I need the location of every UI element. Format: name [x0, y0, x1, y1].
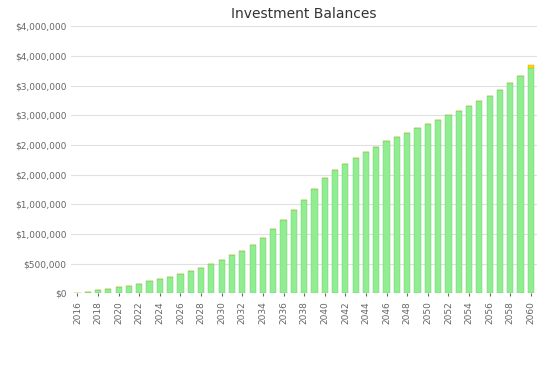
- Bar: [363, 152, 369, 293]
- Bar: [126, 285, 132, 293]
- Bar: [301, 200, 307, 293]
- Bar: [528, 68, 534, 293]
- Bar: [414, 128, 421, 293]
- Bar: [260, 238, 266, 293]
- Bar: [497, 90, 503, 293]
- Bar: [136, 284, 142, 293]
- Bar: [219, 260, 225, 293]
- Bar: [208, 264, 214, 293]
- Bar: [167, 277, 173, 293]
- Bar: [84, 291, 91, 293]
- Bar: [425, 124, 431, 293]
- Bar: [270, 229, 276, 293]
- Bar: [394, 137, 400, 293]
- Bar: [528, 65, 534, 68]
- Bar: [105, 288, 111, 293]
- Bar: [517, 76, 524, 293]
- Bar: [476, 101, 482, 293]
- Bar: [373, 147, 379, 293]
- Bar: [198, 268, 204, 293]
- Bar: [311, 190, 317, 293]
- Bar: [384, 141, 390, 293]
- Bar: [116, 287, 122, 293]
- Bar: [187, 271, 194, 293]
- Bar: [322, 178, 328, 293]
- Bar: [455, 111, 462, 293]
- Bar: [146, 281, 153, 293]
- Bar: [281, 220, 287, 293]
- Bar: [404, 133, 410, 293]
- Bar: [157, 279, 163, 293]
- Bar: [507, 83, 513, 293]
- Bar: [178, 274, 184, 293]
- Bar: [466, 106, 472, 293]
- Title: Investment Balances: Investment Balances: [231, 7, 377, 21]
- Bar: [332, 170, 338, 293]
- Bar: [239, 250, 246, 293]
- Bar: [446, 115, 452, 293]
- Bar: [435, 120, 441, 293]
- Bar: [487, 96, 493, 293]
- Bar: [291, 210, 297, 293]
- Bar: [95, 290, 101, 293]
- Bar: [249, 245, 256, 293]
- Bar: [229, 255, 235, 293]
- Bar: [342, 164, 349, 293]
- Bar: [352, 158, 359, 293]
